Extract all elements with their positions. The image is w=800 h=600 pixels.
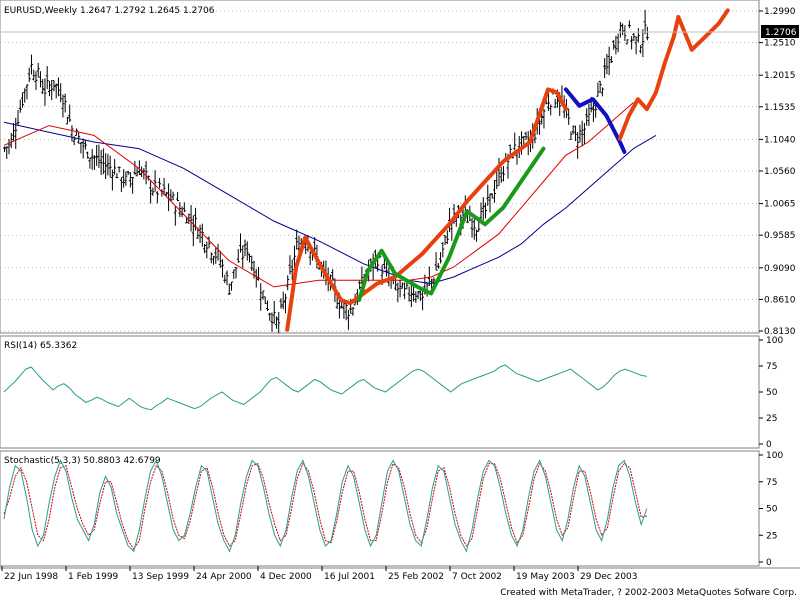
oscillator-tick-label: 75	[766, 478, 777, 488]
zigzag-line-0	[285, 87, 568, 332]
time-tick-label: 19 May 2003	[516, 572, 575, 582]
oscillator-tick-label: 25	[766, 414, 777, 424]
price-tick-label: 1.0065	[764, 200, 796, 210]
oscillator-tick-label: 0	[766, 558, 772, 568]
price-axis: 1.2990 1.2510 1.2015 1.1535 1.1040 1.0560 1.00…	[759, 7, 796, 337]
price-tick-label: 1.1040	[764, 135, 796, 145]
footer-credit: Created with MetaTrader, ? 2002-2003 Met…	[500, 588, 797, 598]
time-tick-label: 25 Feb 2002	[388, 572, 444, 582]
time-axis: 22 Jun 1998 1 Feb 1999 13 Sep 1999 24 Apr 2…	[1, 566, 638, 582]
current-price-marker: 1.2706	[761, 25, 799, 38]
time-tick-label: 13 Sep 1999	[132, 572, 189, 582]
oscillator-tick-label: 100	[766, 336, 783, 346]
price-bars	[3, 9, 649, 334]
current-price-box	[761, 25, 799, 38]
current-price-label: 1.2706	[765, 28, 797, 38]
stochastic-axis: 100 75 50 25 0	[759, 451, 783, 568]
oscillator-tick-label: 100	[766, 451, 783, 461]
price-panel[interactable]: EURUSD,Weekly 1.2647 1.2792 1.2645 1.270…	[0, 0, 760, 334]
ma-fast-line	[3, 102, 634, 288]
time-tick-label: 16 Jul 2001	[324, 572, 375, 582]
price-tick-label: 1.1535	[764, 103, 796, 113]
time-tick-label: 22 Jun 1998	[4, 572, 58, 582]
price-tick-label: 1.0560	[764, 167, 796, 177]
stochastic-panel-header: Stochastic(5,3,3) 50.8803 42.6799	[4, 456, 161, 466]
price-tick-label: 1.2015	[764, 71, 796, 81]
time-tick-label: 7 Oct 2002	[452, 572, 502, 582]
zigzag-line-1	[357, 146, 546, 303]
oscillator-tick-label: 50	[766, 388, 778, 398]
stochastic-main-line	[3, 459, 648, 553]
oscillator-tick-label: 25	[766, 531, 777, 541]
price-tick-label: 1.2510	[764, 39, 796, 49]
rsi-line	[3, 364, 647, 411]
oscillator-tick-label: 75	[766, 362, 777, 372]
price-tick-label: 0.9090	[764, 264, 796, 274]
zigzag-line-3	[617, 8, 730, 141]
time-tick-label: 1 Feb 1999	[68, 572, 119, 582]
zigzag-lines	[285, 8, 730, 332]
rsi-panel-header: RSI(14) 65.3362	[4, 341, 77, 351]
zigzag-line-2	[563, 87, 627, 154]
price-tick-label: 1.2990	[764, 7, 796, 17]
price-panel-header: EURUSD,Weekly 1.2647 1.2792 1.2645 1.270…	[4, 6, 215, 16]
ma-slow-line	[3, 121, 657, 285]
price-tick-label: 0.8610	[764, 295, 796, 305]
time-tick-label: 24 Apr 2000	[196, 572, 252, 582]
rsi-axis: 100 75 50 25 0	[759, 336, 783, 450]
price-panel-frame	[0, 0, 760, 334]
stochastic-signal-line	[3, 462, 647, 551]
time-tick-label: 29 Dec 2003	[580, 572, 638, 582]
oscillator-tick-label: 0	[766, 440, 772, 450]
price-tick-label: 0.8130	[764, 327, 796, 337]
oscillator-tick-label: 50	[766, 505, 778, 515]
time-tick-label: 4 Dec 2000	[260, 572, 312, 582]
price-tick-label: 0.9585	[764, 231, 796, 241]
